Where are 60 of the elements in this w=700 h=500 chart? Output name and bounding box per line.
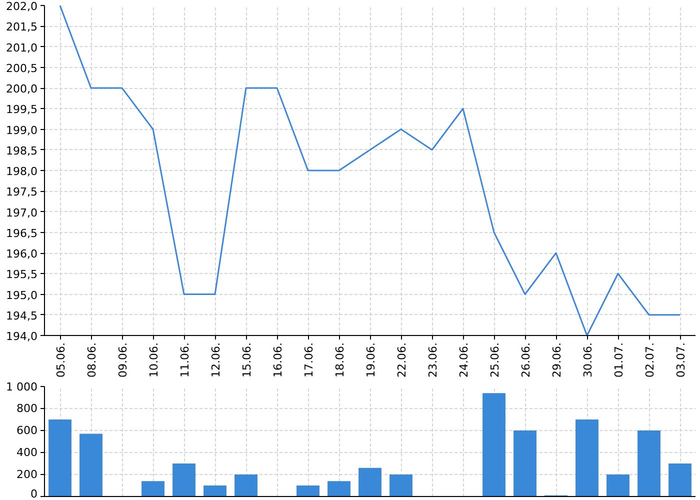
y-tick-label: 197,0 [6,206,38,220]
bar [48,420,72,496]
y-tick-label: 199,5 [6,103,38,116]
x-tick-label: 15.06. [240,342,254,378]
bar [204,486,226,496]
y-tick-label: 196,5 [6,226,38,240]
x-tick-label: 05.06. [54,342,68,378]
y-tick-label: 201,0 [6,41,38,54]
bar [142,481,164,496]
x-tick-label: 02.07. [644,342,656,378]
bar [638,430,660,496]
bar [172,464,196,496]
y-tick-label: 194,5 [6,309,38,322]
y-tick-label: 198,0 [6,165,38,178]
y-tick-label: 200 [16,468,38,481]
x-tick-label: 17.06. [302,342,316,378]
bar [668,464,692,496]
y-tick-label: 195,0 [6,288,38,302]
bar [80,434,102,496]
y-tick-label: 600 [16,424,38,437]
x-tick-label: 29.06. [550,342,564,378]
y-tick-label: 195,5 [6,268,38,282]
y-tick-label: 202,0 [6,0,38,13]
x-tick-label: 11.06. [178,342,192,378]
x-tick-label: 01.07. [612,342,626,378]
y-tick-label: 200,5 [6,62,38,75]
x-tick-label: 18.06. [334,342,346,378]
x-tick-label: 09.06. [116,342,130,378]
y-tick-label: 201,5 [6,20,38,34]
x-tick-label: 30.06. [582,342,594,378]
bar [234,474,258,496]
x-tick-label: 19.06. [364,342,378,378]
x-tick-label: 23.06. [426,342,440,378]
bar [328,481,350,496]
y-tick-label: 197,5 [6,186,38,199]
bar [390,474,412,496]
y-tick-label: 1 000 [6,380,38,394]
y-tick-label: 196,0 [6,248,38,260]
x-tick-label: 16.06. [272,342,284,378]
y-tick-label: 199,0 [6,124,38,137]
y-tick-label: 400 [16,446,38,459]
y-tick-label: 198,5 [6,144,38,158]
bar [576,420,598,496]
y-tick-label: 0 [30,488,38,500]
x-tick-label: 22.06. [396,342,408,378]
x-tick-label: 26.06. [520,342,532,378]
bar [482,393,506,496]
y-tick-label: 800 [16,402,38,415]
x-tick-label: 12.06. [210,342,222,378]
y-tick-label: 194,0 [6,330,38,343]
x-tick-label: 03.07. [674,342,688,378]
y-tick-label: 200,0 [6,82,38,96]
bar [358,468,382,496]
bar [514,430,536,496]
x-tick-label: 08.06. [86,342,98,378]
x-tick-label: 24.06. [458,342,470,378]
bar [606,474,630,496]
x-tick-label: 10.06. [148,342,160,378]
x-tick-label: 25.06. [488,342,502,378]
bar [296,486,320,496]
